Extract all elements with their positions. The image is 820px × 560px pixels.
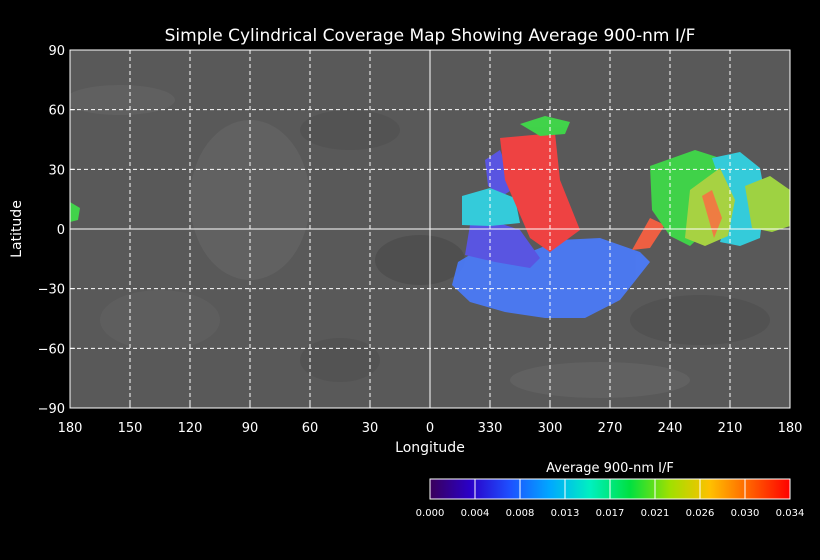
colorbar-tick-label: 0.008 bbox=[506, 508, 535, 519]
x-tick-label: 60 bbox=[302, 421, 319, 436]
colorbar-tick-label: 0.017 bbox=[596, 508, 625, 519]
coverage-red-central bbox=[500, 133, 580, 252]
colorbar-tick-label: 0.004 bbox=[461, 508, 490, 519]
x-tick-label: 120 bbox=[178, 421, 203, 436]
y-tick-label: 0 bbox=[57, 223, 65, 238]
colorbar-tick-label: 0.021 bbox=[641, 508, 670, 519]
map-grid bbox=[70, 50, 790, 408]
y-tick-label: −30 bbox=[38, 283, 65, 298]
colorbar-tick-label: 0.026 bbox=[686, 508, 715, 519]
map-panel bbox=[69, 49, 791, 409]
y-tick-label: 90 bbox=[48, 44, 65, 59]
x-axis-label: Longitude bbox=[395, 440, 465, 456]
y-tick-label: 60 bbox=[48, 104, 65, 119]
colorbar-ticks: 0.000 0.004 0.008 0.013 0.017 0.021 0.026 0.030… bbox=[416, 479, 805, 519]
colorbar: Average 900-nm I/F 0.000 0.004 0.008 0.013 0… bbox=[416, 461, 805, 519]
coverage-regions bbox=[70, 116, 790, 318]
x-tick-label: 30 bbox=[362, 421, 379, 436]
x-tick-label: 180 bbox=[778, 421, 803, 436]
coverage-purple-west bbox=[465, 220, 540, 268]
coverage-green-west-edge bbox=[70, 202, 80, 222]
coverage-cyan-west bbox=[462, 188, 520, 226]
x-tick-label: 330 bbox=[478, 421, 503, 436]
colorbar-tick-label: 0.013 bbox=[551, 508, 580, 519]
coverage-orange-east bbox=[702, 190, 722, 238]
y-tick-label: −60 bbox=[38, 342, 65, 357]
coverage-green-far-east bbox=[745, 176, 790, 232]
y-tick-label: −90 bbox=[38, 402, 65, 417]
coverage-green-north bbox=[520, 116, 570, 136]
x-tick-label: 180 bbox=[58, 421, 83, 436]
y-axis-label: Latitude bbox=[9, 200, 25, 258]
coverage-red-east bbox=[632, 218, 665, 250]
y-tick-label: 30 bbox=[48, 163, 65, 178]
colorbar-tick-label: 0.030 bbox=[731, 508, 760, 519]
x-tick-label: 150 bbox=[118, 421, 143, 436]
x-tick-label: 90 bbox=[242, 421, 259, 436]
colorbar-title: Average 900-nm I/F bbox=[546, 461, 674, 476]
colorbar-frame bbox=[429, 478, 791, 500]
x-tick-label: 270 bbox=[598, 421, 623, 436]
map-title: Simple Cylindrical Coverage Map Showing … bbox=[165, 26, 696, 46]
x-tick-label: 240 bbox=[658, 421, 683, 436]
x-tick-label: 0 bbox=[426, 421, 434, 436]
colorbar-tick-label: 0.034 bbox=[776, 508, 805, 519]
x-tick-label: 210 bbox=[718, 421, 743, 436]
colorbar-tick-label: 0.000 bbox=[416, 508, 445, 519]
x-axis-ticks: 180 150 120 90 60 30 0 330 300 270 240 210 180 bbox=[58, 403, 803, 436]
x-tick-label: 300 bbox=[538, 421, 563, 436]
y-axis-ticks: 90 60 30 0 −30 −60 −90 bbox=[38, 44, 75, 417]
